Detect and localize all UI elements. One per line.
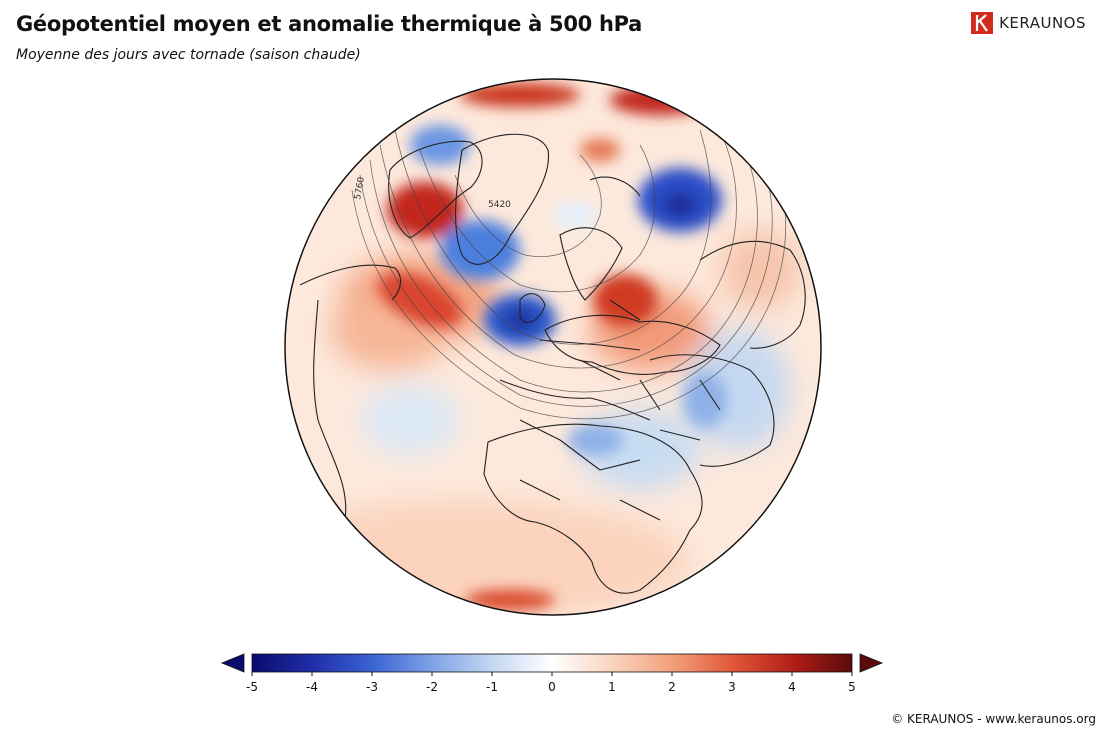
geopotential-contours (351, 129, 787, 420)
colorbar-gradient (251, 653, 853, 673)
map-title: Géopotentiel moyen et anomalie thermique… (16, 12, 643, 36)
colorbar-tick-label: 3 (728, 680, 736, 694)
coastlines (299, 133, 806, 594)
map-subtitle: Moyenne des jours avec tornade (saison c… (16, 47, 361, 63)
colorbar-tick-label: 5 (848, 680, 856, 694)
colorbar-tick-label: -4 (306, 680, 318, 694)
logo-text: KERAUNOS (999, 14, 1086, 32)
globe-outline (284, 78, 822, 616)
contour-label-5420: 5420 (488, 200, 511, 210)
colorbar-tick-label: -5 (246, 680, 258, 694)
colorbar-tick-label: -2 (426, 680, 438, 694)
colorbar-tick-label: -1 (486, 680, 498, 694)
colorbar-tick-label: 4 (788, 680, 796, 694)
colorbar-ticks: -5 -4 -3 -2 -1 0 1 2 3 4 5 (246, 672, 856, 694)
colorbar-tick-label: -3 (366, 680, 378, 694)
colorbar-tick-label: 2 (668, 680, 676, 694)
colorbar-min-arrow (220, 653, 245, 673)
keraunos-logo-icon (971, 12, 994, 34)
colorbar-tick-label: 0 (548, 680, 556, 694)
contour-label-5760: 5760 (353, 176, 367, 201)
copyright-notice: © KERAUNOS - www.keraunos.org (891, 712, 1096, 726)
colorbar-tick-label: 1 (608, 680, 616, 694)
keraunos-logo: KERAUNOS (971, 12, 1086, 34)
colorbar-max-arrow (859, 653, 884, 673)
